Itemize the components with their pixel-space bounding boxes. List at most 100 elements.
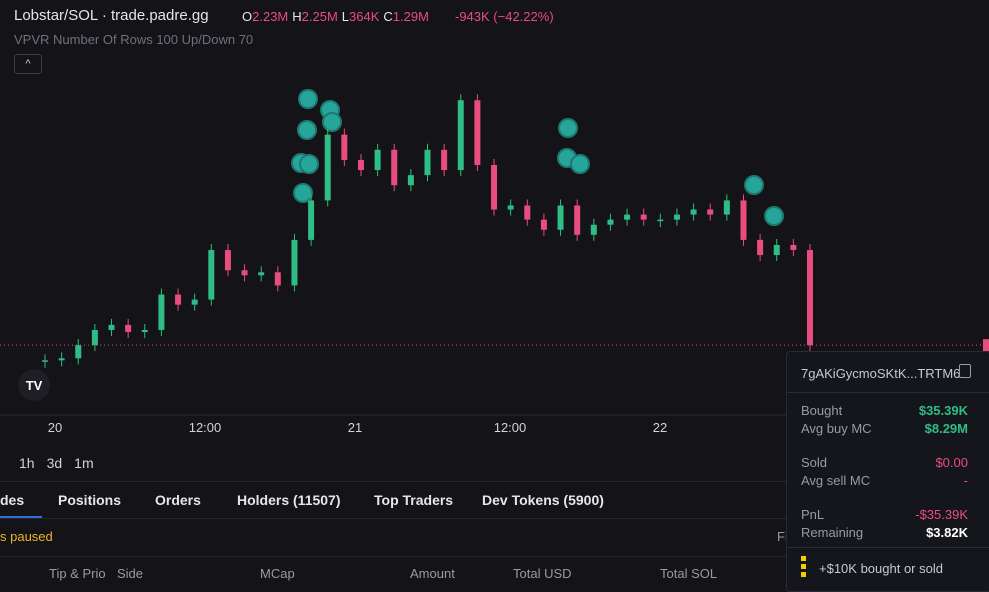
column-header: Total SOL	[660, 566, 718, 581]
label: Avg buy MC	[801, 421, 872, 436]
column-header: Tip & Prio	[49, 566, 106, 581]
candle	[673, 214, 680, 220]
value: $8.29M	[924, 421, 968, 436]
candle	[773, 244, 780, 256]
candle	[324, 134, 331, 201]
status: s paused	[0, 529, 53, 544]
candle	[707, 209, 714, 215]
candle	[574, 205, 581, 235]
x-tick-label: 21	[348, 420, 362, 435]
candle	[507, 205, 514, 210]
value: -$35.39K	[915, 507, 968, 522]
wallet-address: 7gAKiGycmoSKtK...TRTM6	[801, 366, 961, 381]
change: -943K (−42.22%)	[455, 9, 554, 24]
value: $35.39K	[918, 403, 968, 418]
price-chart: TV 20 12:00 21 12:00 22	[0, 89, 989, 435]
candle	[441, 149, 448, 171]
divider	[0, 556, 989, 557]
tab[interactable]: Holders (11507)	[237, 492, 341, 508]
candle	[108, 324, 115, 330]
buy-markers	[291, 89, 784, 226]
candle	[175, 294, 182, 305]
candle	[191, 299, 198, 305]
copy-button[interactable]	[959, 364, 971, 378]
tab[interactable]: des	[0, 492, 25, 508]
candle	[308, 200, 315, 240]
timeframe[interactable]: 1m	[74, 455, 94, 471]
collapse-button[interactable]: ^	[14, 54, 42, 74]
candle	[341, 134, 348, 160]
value: $3.82K	[926, 525, 968, 540]
candle	[258, 272, 265, 276]
divider	[787, 392, 989, 393]
x-tick-label: 12:00	[494, 420, 527, 435]
timeframes: 1h 3d 1m	[19, 455, 106, 471]
candle	[624, 214, 631, 220]
candle	[540, 219, 547, 230]
candle	[291, 239, 298, 286]
active-tab-indicator	[0, 516, 42, 518]
column-header: Total USD	[513, 566, 572, 581]
column-header: Amount	[410, 566, 455, 581]
legend-icon	[801, 556, 806, 578]
ohlc-label: H	[292, 9, 302, 24]
candle	[807, 250, 813, 346]
candle	[391, 149, 398, 186]
pair-title: Lobstar/SOL · trade.padre.gg	[14, 7, 209, 24]
candle	[125, 324, 132, 332]
legend-text: +$10K bought or sold	[819, 561, 943, 576]
candle	[474, 100, 481, 165]
candle	[91, 329, 98, 346]
candle	[607, 219, 614, 225]
candle	[407, 175, 414, 186]
tab[interactable]: Top Traders	[374, 492, 454, 508]
candle	[274, 272, 281, 286]
value: $0.00	[935, 455, 968, 470]
value: -	[963, 473, 968, 488]
x-tick-label: 22	[653, 420, 667, 435]
candle	[723, 200, 730, 215]
divider	[0, 518, 989, 519]
candle	[58, 358, 65, 361]
candle	[757, 239, 764, 256]
candle	[75, 345, 82, 359]
candle	[141, 329, 148, 332]
timeframe[interactable]: 1h	[19, 455, 35, 471]
label: Sold	[801, 455, 828, 470]
candle	[457, 100, 464, 171]
candle	[524, 205, 531, 220]
candle	[590, 224, 597, 235]
ohlc-label: O	[242, 9, 253, 24]
tab[interactable]: Positions	[58, 492, 122, 508]
candle	[224, 250, 231, 271]
ohlc-label: L	[341, 9, 350, 24]
candle	[690, 209, 697, 215]
timeframe[interactable]: 3d	[46, 455, 63, 471]
label: Avg sell MC	[801, 473, 871, 488]
price-marker	[983, 339, 989, 352]
candle	[424, 149, 431, 176]
ohlc-value: 1.29M	[392, 9, 429, 24]
ohlc: O2.23M H2.25M L364K C1.29M	[242, 9, 433, 24]
ohlc-value: 364K	[349, 9, 380, 24]
ohlc-value: 2.25M	[301, 9, 338, 24]
divider	[787, 547, 989, 548]
candle	[42, 360, 48, 362]
x-tick-label: 12:00	[189, 420, 222, 435]
candle	[241, 270, 248, 276]
filter[interactable]: Fi	[777, 529, 788, 544]
logo-mark: TV	[26, 378, 43, 393]
column-header: MCap	[260, 566, 295, 581]
candle	[740, 200, 747, 240]
ohlc-label: C	[383, 9, 393, 24]
candle	[357, 159, 364, 171]
tab[interactable]: Dev Tokens (5900)	[482, 492, 604, 508]
tab[interactable]: Orders	[155, 492, 201, 508]
indicator: VPVR Number Of Rows 100 Up/Down 70	[14, 32, 254, 47]
column-header: Side	[117, 566, 144, 581]
candle	[557, 205, 564, 230]
ohlc-value: 2.23M	[252, 9, 289, 24]
label: Remaining	[801, 525, 864, 540]
candle	[491, 164, 498, 210]
